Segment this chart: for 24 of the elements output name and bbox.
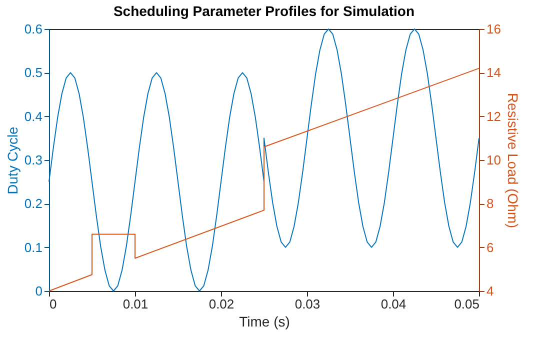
- x-axis-title: Time (s): [239, 314, 290, 330]
- y2-tick-label: 16: [486, 22, 501, 36]
- chart-title: Scheduling Parameter Profiles for Simulation: [113, 3, 415, 19]
- y2-tick-label: 14: [486, 65, 501, 80]
- y-tick-label: 0.1: [24, 240, 42, 255]
- y-tick-label: 0.2: [24, 196, 42, 212]
- x-tick-label: 0: [50, 296, 57, 312]
- x-tick-label: 0.02: [208, 296, 234, 312]
- y-tick-label: 0.5: [24, 65, 42, 80]
- x-tick-label: 0.01: [122, 296, 148, 312]
- y-tick-label: 0.4: [24, 108, 42, 124]
- y-axis-title: Duty Cycle: [4, 126, 20, 194]
- y-tick-label: 0.6: [24, 22, 42, 36]
- y2-tick-label: 10: [486, 152, 501, 168]
- x-tick-label: 0.03: [294, 296, 320, 312]
- x-tick-label: 0.05: [454, 296, 480, 312]
- y2-axis-title: Resistive Load (Ohm): [504, 92, 521, 228]
- y2-tick-label: 12: [486, 108, 501, 124]
- y-tick-label: 0.3: [24, 152, 42, 168]
- y2-tick-label: 6: [486, 240, 494, 255]
- y2-tick-label: 4: [486, 284, 494, 298]
- y2-tick-label: 8: [486, 196, 494, 212]
- x-tick-label: 0.04: [380, 296, 406, 312]
- y-tick-label: 0: [35, 284, 42, 298]
